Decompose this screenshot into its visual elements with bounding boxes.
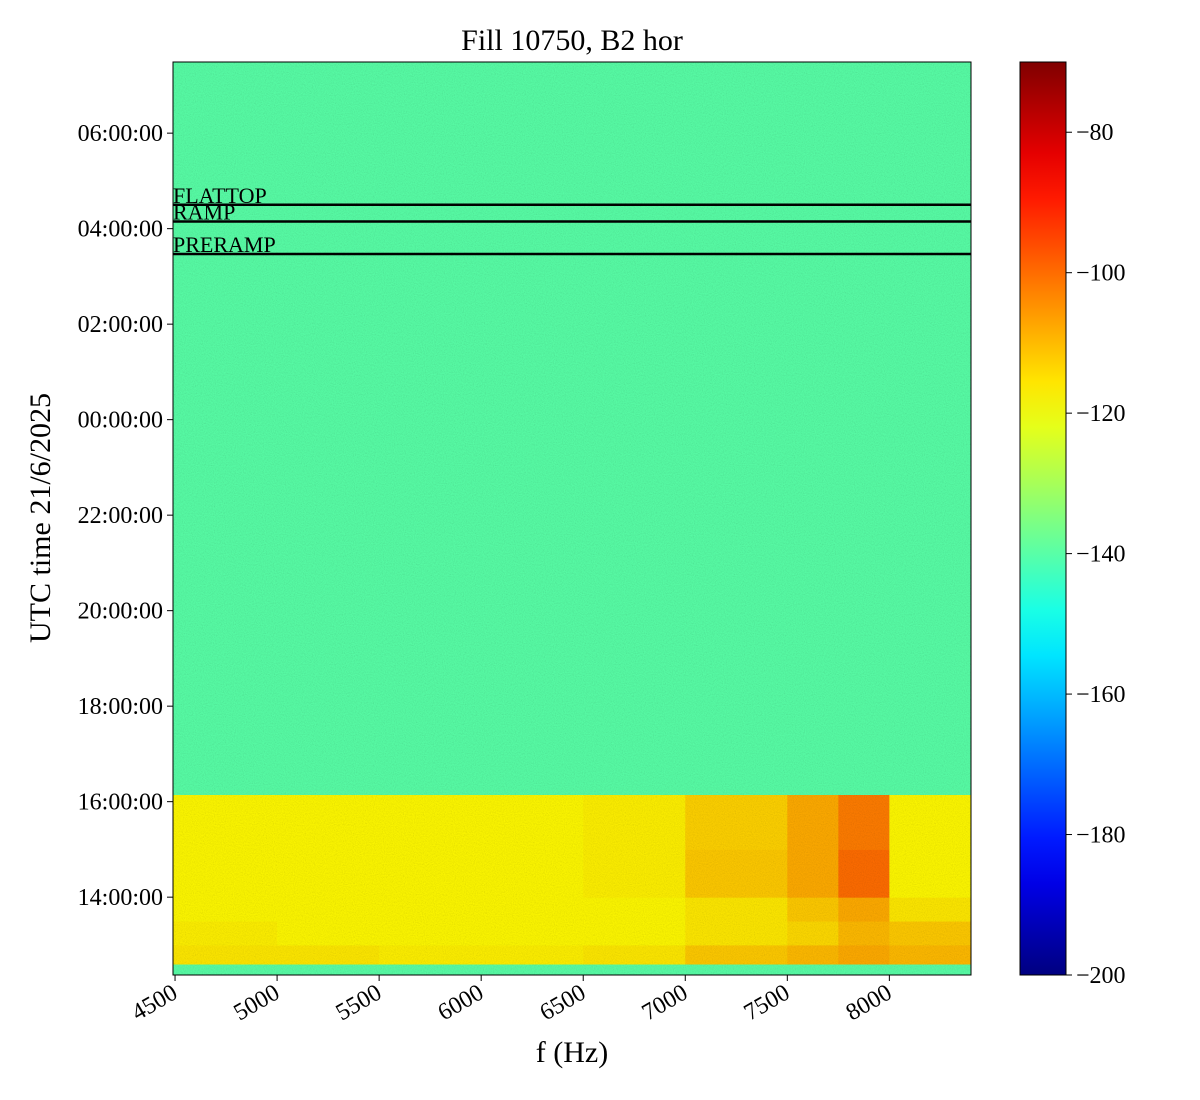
x-tick-label: 4500 — [127, 980, 182, 1027]
chart-title: Fill 10750, B2 hor — [461, 24, 683, 57]
x-tick-label: 5000 — [230, 980, 285, 1027]
x-tick-label: 5500 — [332, 980, 387, 1027]
x-tick-label: 6500 — [536, 980, 591, 1027]
phase-label: FLATTOP — [173, 183, 267, 208]
y-tick-label: 04:00:00 — [78, 217, 163, 243]
colorbar-tick-label: −200 — [1076, 963, 1126, 989]
colorbar-tick-label: −160 — [1076, 682, 1126, 708]
y-tick-label: 20:00:00 — [78, 599, 163, 625]
colorbar-tick-label: −180 — [1076, 823, 1126, 849]
colorbar-tick-label: −140 — [1076, 542, 1126, 568]
noise-texture — [173, 62, 971, 975]
colorbar-tick-label: −100 — [1076, 261, 1126, 287]
y-axis-label: UTC time 21/6/2025 — [24, 393, 57, 643]
y-tick-label: 18:00:00 — [78, 694, 163, 720]
x-tick-label: 8000 — [842, 980, 897, 1027]
phase-label: PRERAMP — [173, 232, 276, 257]
y-tick-label: 22:00:00 — [78, 503, 163, 529]
y-tick-label: 16:00:00 — [78, 790, 163, 816]
y-tick-label: 06:00:00 — [78, 121, 163, 147]
phase-label: RAMP — [173, 199, 235, 224]
colorbar-tick-label: −80 — [1076, 120, 1114, 146]
y-tick-label: 02:00:00 — [78, 312, 163, 338]
y-tick-label: 00:00:00 — [78, 408, 163, 434]
x-tick-label: 6000 — [434, 980, 489, 1027]
colorbar — [1019, 61, 1067, 976]
x-axis-label: f (Hz) — [536, 1036, 608, 1069]
x-tick-label: 7000 — [638, 980, 693, 1027]
y-tick-label: 14:00:00 — [78, 885, 163, 911]
colorbar-tick-label: −120 — [1076, 401, 1126, 427]
plot-frame — [172, 61, 972, 976]
x-tick-label: 7500 — [740, 980, 795, 1027]
